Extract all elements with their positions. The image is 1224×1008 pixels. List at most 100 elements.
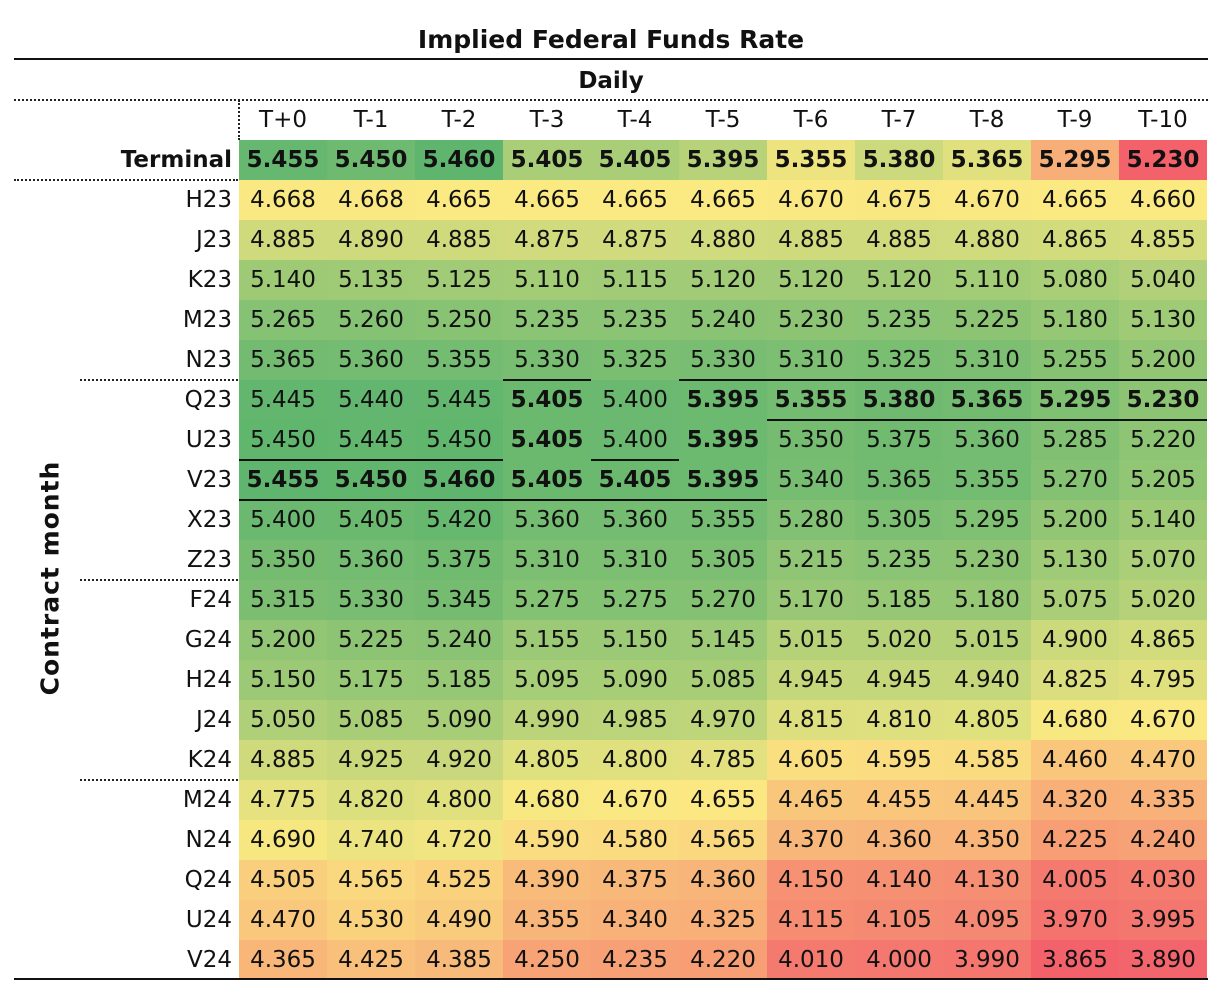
- heatmap-cell: 5.395: [679, 420, 767, 460]
- heatmap-cell: 4.680: [503, 780, 591, 820]
- heatmap-cell: 5.445: [415, 380, 503, 420]
- heatmap-cell: 5.120: [679, 260, 767, 300]
- heatmap-cell: 5.360: [327, 540, 415, 580]
- max-cell-top-rule: [855, 379, 943, 381]
- heatmap-cell: 5.420: [415, 500, 503, 540]
- heatmap-cell: 5.085: [327, 700, 415, 740]
- heatmap-cell: 5.240: [679, 300, 767, 340]
- heatmap-cell: 4.005: [1031, 860, 1119, 900]
- heatmap-cell: 4.785: [679, 740, 767, 780]
- max-cell-top-rule: [415, 459, 503, 461]
- heatmap-cell: 4.140: [855, 860, 943, 900]
- heatmap-cell: 5.355: [943, 460, 1031, 500]
- max-cell-bottom-rule: [767, 419, 855, 421]
- heatmap-cell: 4.885: [415, 220, 503, 260]
- heatmap-cell: 5.075: [1031, 580, 1119, 620]
- heatmap-cell: 5.405: [591, 460, 679, 500]
- quarter-divider: [80, 579, 238, 581]
- heatmap-cell: 4.900: [1031, 620, 1119, 660]
- heatmap-cell: 5.275: [591, 580, 679, 620]
- terminal-cell: 5.365: [943, 140, 1031, 180]
- heatmap-cell: 5.070: [1119, 540, 1207, 580]
- heatmap-cell: 5.130: [1119, 300, 1207, 340]
- y-axis-label: Contract month: [10, 461, 90, 696]
- max-cell-top-rule: [327, 459, 415, 461]
- column-header: T-2: [441, 107, 477, 133]
- heatmap-cell: 4.675: [855, 180, 943, 220]
- heatmap-cell: 4.605: [767, 740, 855, 780]
- row-label: Z23: [186, 547, 232, 573]
- column-header: T-6: [793, 107, 829, 133]
- heatmap-cell: 5.400: [591, 380, 679, 420]
- heatmap-cell: 5.450: [415, 420, 503, 460]
- heatmap-cell: 5.310: [943, 340, 1031, 380]
- heatmap-cell: 3.970: [1031, 900, 1119, 940]
- row-label: Q23: [184, 387, 232, 413]
- column-header: T-8: [969, 107, 1005, 133]
- heatmap-cell: 3.890: [1119, 940, 1207, 980]
- heatmap-cell: 4.115: [767, 900, 855, 940]
- heatmap-cell: 4.350: [943, 820, 1031, 860]
- heatmap-cell: 5.180: [943, 580, 1031, 620]
- terminal-cell: 5.405: [591, 140, 679, 180]
- heatmap-cell: 5.215: [767, 540, 855, 580]
- heatmap-cell: 5.445: [327, 420, 415, 460]
- heatmap-cell: 4.885: [855, 220, 943, 260]
- heatmap-cell: 4.220: [679, 940, 767, 980]
- heatmap-cell: 4.665: [679, 180, 767, 220]
- heatmap-cell: 5.130: [1031, 540, 1119, 580]
- terminal-cell: 5.355: [767, 140, 855, 180]
- row-label: J24: [195, 707, 232, 733]
- heatmap-cell: 5.345: [415, 580, 503, 620]
- max-cell-bottom-rule: [1031, 419, 1119, 421]
- heatmap-cell: 4.970: [679, 700, 767, 740]
- heatmap-cell: 4.460: [1031, 740, 1119, 780]
- heatmap-cell: 4.580: [591, 820, 679, 860]
- heatmap-cell: 5.450: [239, 420, 327, 460]
- heatmap-cell: 4.595: [855, 740, 943, 780]
- terminal-cell: 5.230: [1119, 140, 1207, 180]
- heatmap-cell: 5.090: [591, 660, 679, 700]
- heatmap-cell: 5.325: [855, 340, 943, 380]
- column-header: T-10: [1138, 107, 1188, 133]
- heatmap-cell: 4.875: [503, 220, 591, 260]
- heatmap-cell: 4.890: [327, 220, 415, 260]
- heatmap-cell: 4.690: [239, 820, 327, 860]
- terminal-row-label: Terminal: [120, 147, 232, 173]
- heatmap-cell: 5.185: [415, 660, 503, 700]
- terminal-cell: 5.395: [679, 140, 767, 180]
- heatmap-cell: 4.390: [503, 860, 591, 900]
- heatmap-cell: 5.080: [1031, 260, 1119, 300]
- row-label: F24: [189, 587, 233, 613]
- heatmap-cell: 4.820: [327, 780, 415, 820]
- heatmap-cell: 5.015: [767, 620, 855, 660]
- heatmap-cell: 5.365: [855, 460, 943, 500]
- heatmap-cell: 5.040: [1119, 260, 1207, 300]
- heatmap-cell: 5.110: [503, 260, 591, 300]
- heatmap-cell: 4.670: [1119, 700, 1207, 740]
- heatmap-cell: 5.350: [767, 420, 855, 460]
- heatmap-cell: 4.325: [679, 900, 767, 940]
- heatmap-cell: 5.355: [767, 380, 855, 420]
- heatmap-cell: 5.400: [239, 500, 327, 540]
- heatmap-cell: 4.925: [327, 740, 415, 780]
- heatmap-cell: 5.240: [415, 620, 503, 660]
- heatmap-cell: 5.400: [591, 420, 679, 460]
- heatmap-cell: 5.135: [327, 260, 415, 300]
- max-cell-bottom-rule: [855, 419, 943, 421]
- heatmap-cell: 4.990: [503, 700, 591, 740]
- heatmap-cell: 5.170: [767, 580, 855, 620]
- heatmap-cell: 5.235: [855, 300, 943, 340]
- heatmap-cell: 5.260: [327, 300, 415, 340]
- heatmap-cell: 5.295: [943, 500, 1031, 540]
- quarter-divider: [80, 779, 238, 781]
- heatmap-cell: 5.205: [1119, 460, 1207, 500]
- heatmap-cell: 5.120: [767, 260, 855, 300]
- column-header: T-4: [617, 107, 653, 133]
- heatmap-cell: 5.360: [591, 500, 679, 540]
- bottom-rule: [14, 978, 1208, 980]
- heatmap-cell: 4.655: [679, 780, 767, 820]
- row-label: V24: [186, 947, 232, 973]
- heatmap-cell: 5.330: [327, 580, 415, 620]
- heatmap-cell: 5.015: [943, 620, 1031, 660]
